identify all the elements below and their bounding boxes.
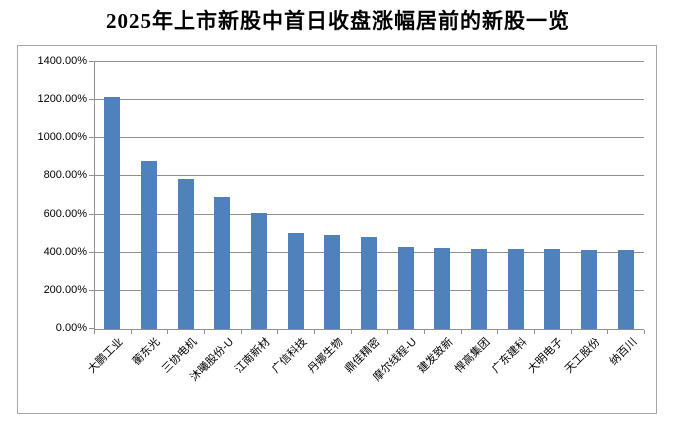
y-tick-mark (89, 213, 94, 215)
bar-悍高集团 (471, 249, 487, 329)
x-tick-mark (607, 330, 608, 334)
x-tick-mark (534, 330, 535, 334)
gridline (94, 61, 644, 62)
bar-蘅东光 (141, 161, 157, 329)
chart-frame: 0.00% 200.00% 400.00% 600.00% 800.00% 1000.00… (17, 45, 657, 414)
bar-建发致新 (434, 248, 450, 329)
y-tick-label: 1200.00% (37, 93, 87, 106)
x-category-label: 悍高集团 (452, 336, 493, 376)
x-tick-mark (351, 330, 352, 334)
bar-广东建科 (508, 249, 524, 329)
x-category-label: 广信科技 (269, 336, 310, 376)
y-tick-label: 600.00% (43, 207, 87, 220)
x-tick-mark (497, 330, 498, 334)
x-tick-mark (387, 330, 388, 334)
gridline (94, 99, 644, 101)
x-tick-mark (461, 330, 462, 334)
x-tick-mark (131, 330, 132, 334)
x-category-label: 大明电子 (526, 336, 566, 376)
gridline (94, 175, 644, 177)
x-category-label: 蘅东光 (130, 336, 163, 368)
y-tick-label: 400.00% (43, 245, 87, 258)
gridline (94, 137, 644, 139)
y-tick-label: 0.00% (55, 322, 87, 334)
x-category-label: 广东建科 (489, 336, 530, 376)
y-tick-label: 800.00% (43, 169, 87, 182)
bar-广信科技 (288, 233, 304, 329)
chart-title: 2025年上市新股中首日收盘涨幅居前的新股一览 (106, 9, 570, 33)
x-category-label: 建发致新 (416, 336, 456, 376)
y-tick-mark (89, 99, 94, 101)
y-tick-mark (89, 61, 94, 62)
y-tick-mark (89, 328, 94, 329)
x-tick-mark (204, 330, 205, 334)
bar-三协电机 (178, 179, 194, 329)
y-tick-label: 1000.00% (37, 131, 87, 144)
bar-纳百川 (618, 250, 634, 329)
bar-江南新材 (251, 213, 267, 329)
x-category-label: 大鹏工业 (86, 336, 126, 376)
x-category-label: 江南新材 (232, 336, 273, 376)
x-tick-mark (424, 330, 425, 334)
x-axis (94, 329, 644, 330)
x-tick-mark (241, 330, 242, 334)
y-tick-label: 200.00% (43, 283, 87, 296)
x-category-label: 天工股份 (562, 336, 603, 376)
bar-鼎佳精密 (361, 237, 377, 329)
bar-丹娜生物 (324, 235, 340, 329)
y-axis (94, 62, 95, 329)
y-tick-mark (89, 137, 94, 139)
bar-大鹏工业 (104, 97, 120, 329)
x-tick-mark (314, 330, 315, 334)
bar-大明电子 (544, 249, 560, 329)
x-tick-mark (167, 330, 168, 334)
plot-area: 0.00% 200.00% 400.00% 600.00% 800.00% 1000.00… (37, 56, 645, 384)
bar-摩尔线程-U (398, 247, 414, 329)
x-tick-mark (277, 330, 278, 334)
x-category-label: 纳百川 (607, 336, 640, 368)
x-tick-mark (644, 330, 645, 334)
bar-天工股份 (581, 250, 597, 329)
x-tick-mark (571, 330, 572, 334)
y-tick-label: 1400.00% (37, 55, 87, 67)
gridline (94, 213, 644, 215)
y-tick-mark (89, 175, 94, 177)
bar-沐曦股份-U (214, 197, 230, 329)
y-tick-mark (89, 251, 94, 253)
x-category-label: 丹娜生物 (306, 336, 346, 376)
y-tick-mark (89, 289, 94, 291)
x-tick-mark (94, 330, 95, 334)
